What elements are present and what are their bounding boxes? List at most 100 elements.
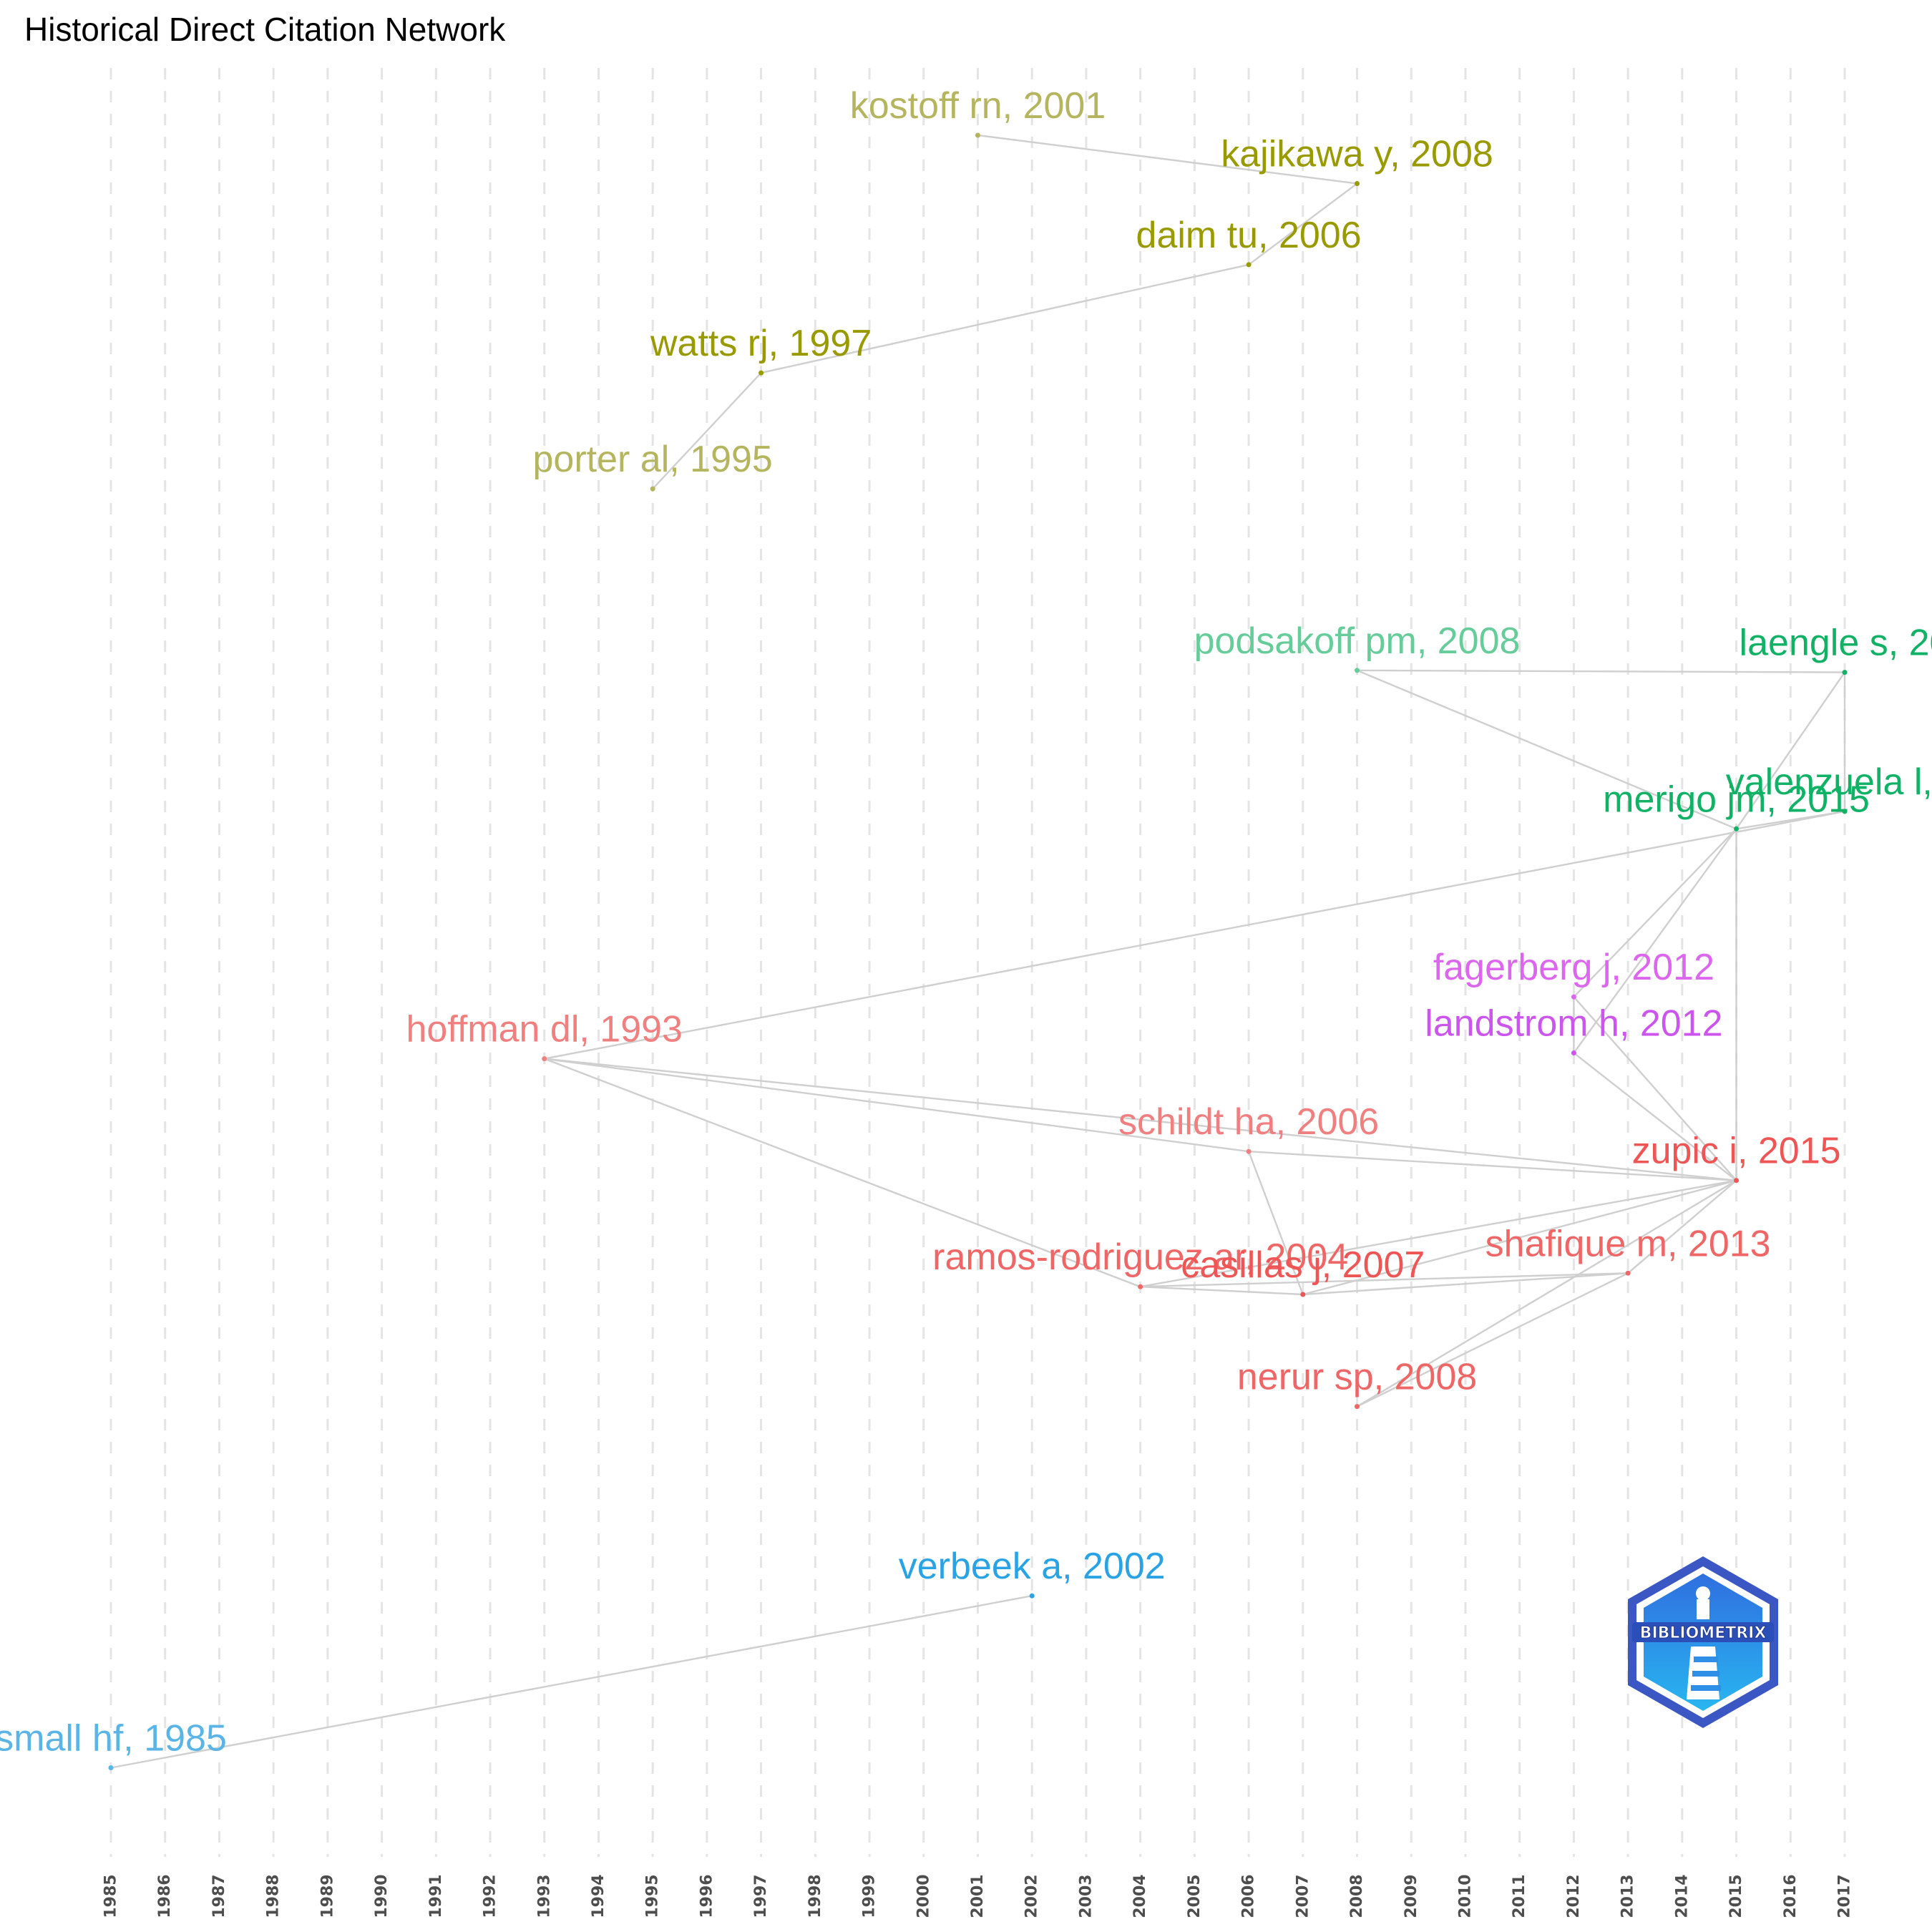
citation-edges	[110, 134, 1846, 1769]
node-label: kostoff rn, 2001	[850, 85, 1106, 127]
x-axis-ticks: 1985 1986 1987 1988 1989 1990 1991 1992 1993 1994…	[102, 1874, 1854, 1918]
node-point[interactable]	[650, 486, 655, 492]
node-label: nerur sp, 2008	[1237, 1357, 1477, 1398]
node-label: daim tu, 2006	[1136, 215, 1362, 256]
node-point[interactable]	[1246, 262, 1252, 268]
x-tick-label: 2007	[1294, 1874, 1312, 1918]
citation-edge	[544, 810, 1845, 1060]
node-label: watts rj, 1997	[650, 323, 872, 364]
node-point[interactable]	[1571, 1050, 1576, 1055]
node-point[interactable]	[1138, 1284, 1143, 1289]
x-tick-label: 1998	[806, 1874, 824, 1918]
x-tick-label: 1985	[102, 1874, 120, 1918]
node-point[interactable]	[1842, 809, 1848, 814]
node-label: verbeek a, 2002	[899, 1546, 1166, 1587]
x-tick-label: 2008	[1348, 1874, 1366, 1918]
node-point[interactable]	[758, 370, 764, 376]
x-tick-label: 1991	[427, 1874, 445, 1918]
node-label: valenzuela l, 2	[1726, 761, 1932, 803]
x-tick-label: 2010	[1456, 1874, 1474, 1918]
citation-edge	[544, 1058, 1249, 1153]
node-label: shafique m, 2013	[1485, 1223, 1771, 1264]
node-point[interactable]	[1734, 1178, 1740, 1184]
node-label: hoffman dl, 1993	[406, 1009, 683, 1050]
citation-edge	[1573, 828, 1737, 998]
x-tick-label: 1989	[318, 1874, 336, 1918]
citation-edge	[1248, 182, 1358, 265]
node-point[interactable]	[1246, 1148, 1252, 1154]
x-tick-label: 2003	[1077, 1874, 1095, 1918]
node-point[interactable]	[1300, 1292, 1306, 1297]
citation-edge	[1357, 669, 1845, 673]
x-tick-label: 1988	[265, 1874, 283, 1918]
node-point[interactable]	[975, 132, 980, 138]
x-tick-label: 2015	[1727, 1874, 1745, 1918]
network-nodes	[108, 132, 1848, 1770]
x-tick-label: 1999	[861, 1874, 879, 1918]
node-label: casillas j, 2007	[1181, 1244, 1425, 1286]
node-point[interactable]	[1734, 826, 1740, 831]
x-tick-label: 2011	[1511, 1874, 1528, 1918]
node-label: fagerberg j, 2012	[1433, 947, 1714, 988]
citation-edge	[1357, 669, 1737, 830]
x-tick-label: 2013	[1619, 1874, 1637, 1918]
node-labels: kostoff rn, 2001 kajikawa y, 2008 daim tu,…	[0, 85, 1932, 1760]
x-tick-label: 1986	[156, 1874, 174, 1918]
citation-edge	[1302, 1179, 1737, 1296]
x-tick-label: 1992	[482, 1874, 499, 1918]
node-point[interactable]	[1355, 668, 1360, 673]
logo-text: BIBLIOMETRIX	[1640, 1624, 1767, 1642]
node-point[interactable]	[1842, 670, 1848, 675]
x-tick-label: 2012	[1565, 1874, 1583, 1918]
node-label: landstrom h, 2012	[1425, 1003, 1722, 1045]
citation-edge	[652, 372, 762, 489]
citation-edge	[1573, 1052, 1737, 1181]
x-tick-label: 1997	[752, 1874, 770, 1918]
x-tick-label: 1990	[373, 1874, 391, 1918]
x-tick-label: 2006	[1240, 1874, 1258, 1918]
node-label: merigo jm, 2015	[1603, 779, 1870, 820]
node-point[interactable]	[1355, 181, 1360, 186]
citation-edge	[1140, 1179, 1737, 1288]
citation-edge	[1247, 1151, 1304, 1295]
x-tick-label: 2005	[1186, 1874, 1204, 1918]
grid-lines	[109, 68, 1846, 1857]
citation-edge	[110, 1595, 1033, 1769]
citation-edge	[544, 1058, 1141, 1288]
citation-edge	[1140, 1272, 1629, 1288]
node-label: schildt ha, 2006	[1118, 1101, 1379, 1143]
node-label: ramos-rodriguez ar, 2004	[932, 1236, 1348, 1278]
node-point[interactable]	[1355, 1404, 1360, 1410]
citation-edge	[544, 1058, 1737, 1181]
x-tick-label: 2009	[1402, 1874, 1420, 1918]
node-point[interactable]	[1029, 1593, 1035, 1599]
citation-edge	[1140, 1286, 1303, 1296]
node-point[interactable]	[1625, 1270, 1631, 1276]
x-tick-label: 2002	[1023, 1874, 1041, 1918]
citation-edge	[1735, 671, 1845, 829]
lighthouse-icon	[1687, 1586, 1721, 1699]
x-tick-label: 2014	[1673, 1874, 1691, 1918]
citation-edge	[1357, 1272, 1629, 1407]
node-label: kajikawa y, 2008	[1221, 134, 1493, 175]
citation-edge	[1249, 1151, 1737, 1181]
bibliometrix-logo: BIBLIOMETRIX	[1628, 1556, 1778, 1728]
x-tick-label: 2004	[1131, 1874, 1149, 1918]
node-point[interactable]	[542, 1056, 547, 1062]
x-tick-label: 2001	[969, 1874, 987, 1918]
node-label: porter al, 1995	[533, 439, 773, 480]
node-label: podsakoff pm, 2008	[1194, 620, 1521, 662]
chart-title: Historical Direct Citation Network	[24, 11, 506, 48]
node-point[interactable]	[1571, 994, 1576, 1000]
citation-edge	[1356, 1179, 1737, 1407]
node-label: zupic i, 2015	[1632, 1131, 1841, 1172]
x-tick-label: 1995	[644, 1874, 662, 1918]
node-point[interactable]	[108, 1765, 114, 1770]
node-label: laengle s, 20	[1740, 623, 1932, 664]
x-tick-label: 2016	[1782, 1874, 1800, 1918]
x-tick-label: 1996	[698, 1874, 716, 1918]
citation-edge	[761, 263, 1249, 374]
citation-edge	[1627, 1179, 1737, 1274]
citation-edge	[1573, 828, 1737, 1054]
